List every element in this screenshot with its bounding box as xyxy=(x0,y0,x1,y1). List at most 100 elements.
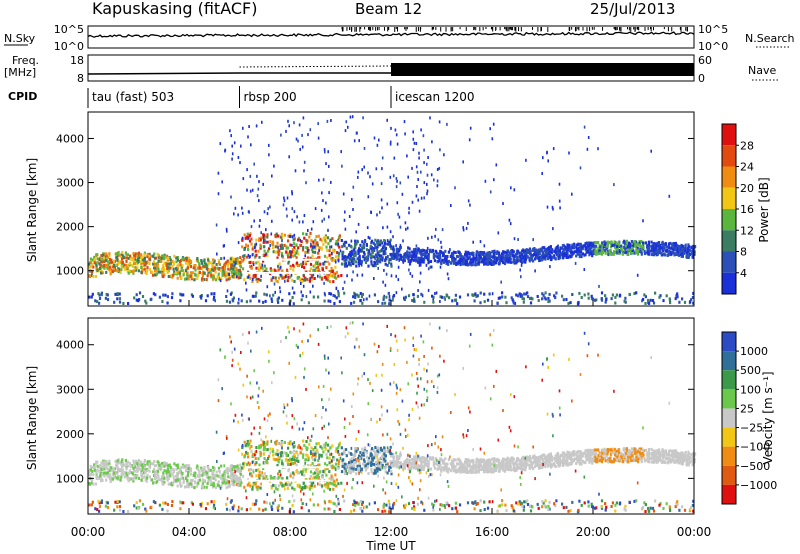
echo-cell xyxy=(220,277,223,281)
echo-cell xyxy=(416,259,419,263)
echo-cell xyxy=(636,450,639,454)
echo-cell xyxy=(286,196,289,200)
echo-cell xyxy=(295,261,299,265)
echo-cell xyxy=(459,257,463,261)
echo-cell xyxy=(297,252,300,256)
echo-cell xyxy=(655,246,658,250)
echo-cell xyxy=(326,119,329,123)
echo-cell xyxy=(562,463,565,467)
echo-cell xyxy=(322,178,325,182)
echo-cell xyxy=(233,269,236,273)
echo-cell xyxy=(412,299,416,303)
echo-cell xyxy=(292,268,295,272)
echo-cell xyxy=(412,248,416,252)
echo-cell xyxy=(207,480,210,484)
echo-cell xyxy=(525,253,528,257)
echo-cell xyxy=(354,453,357,457)
echo-cell xyxy=(272,453,275,457)
echo-cell xyxy=(625,447,628,451)
echo-cell xyxy=(243,455,246,459)
echo-cell xyxy=(466,257,469,261)
echo-cell xyxy=(357,456,360,460)
echo-cell xyxy=(419,271,422,275)
echo-cell xyxy=(291,235,294,239)
echo-cell xyxy=(245,288,248,292)
echo-cell xyxy=(132,259,135,263)
echo-cell xyxy=(328,470,331,474)
echo-cell xyxy=(335,296,338,300)
echo-cell xyxy=(165,262,168,266)
echo-cell xyxy=(458,295,462,299)
echo-cell xyxy=(459,253,462,257)
echo-cell xyxy=(194,272,197,276)
echo-cell xyxy=(659,294,662,298)
echo-cell xyxy=(109,269,112,273)
echo-cell xyxy=(137,299,140,303)
echo-cell xyxy=(416,185,418,188)
colorbar-tick-label: 4 xyxy=(740,267,747,280)
echo-cell xyxy=(341,164,343,168)
echo-cell xyxy=(135,476,138,480)
echo-cell xyxy=(512,457,515,461)
y-tick-label: 3000 xyxy=(56,177,84,190)
echo-cell xyxy=(226,289,229,293)
echo-cell xyxy=(132,459,135,463)
echo-cell xyxy=(371,264,374,268)
echo-cell xyxy=(454,465,457,469)
echo-cell xyxy=(315,235,318,239)
echo-cell xyxy=(329,270,332,274)
echo-cell xyxy=(573,245,576,249)
echo-cell xyxy=(203,271,206,275)
echo-cell xyxy=(275,232,278,236)
echo-cell xyxy=(426,162,428,166)
echo-cell xyxy=(602,250,605,254)
echo-cell xyxy=(334,242,337,246)
echo-cell xyxy=(186,271,189,275)
echo-cell xyxy=(553,250,556,253)
echo-cell xyxy=(265,228,267,232)
echo-cell xyxy=(281,233,284,237)
echo-cell xyxy=(690,246,693,249)
echo-cell xyxy=(258,263,261,266)
echo-cell xyxy=(523,258,526,262)
echo-cell xyxy=(414,248,417,252)
echo-cell xyxy=(403,259,406,263)
echo-cell xyxy=(297,453,300,457)
echo-cell xyxy=(267,207,269,211)
echo-cell xyxy=(350,252,353,256)
echo-cell xyxy=(100,254,103,257)
echo-cell xyxy=(329,292,333,296)
echo-cell xyxy=(94,482,98,486)
echo-cell xyxy=(545,254,548,258)
echo-cell xyxy=(455,261,458,265)
echo-cell xyxy=(502,260,505,264)
echo-cell xyxy=(117,267,121,271)
echo-cell xyxy=(317,268,321,272)
echo-cell xyxy=(207,270,210,274)
echo-cell xyxy=(302,284,305,288)
echo-cell xyxy=(249,468,252,472)
echo-cell xyxy=(668,297,671,301)
echo-cell xyxy=(238,481,242,485)
echo-cell xyxy=(631,452,634,456)
echo-cell xyxy=(510,296,513,300)
echo-cell xyxy=(252,275,255,279)
echo-cell xyxy=(303,160,306,164)
echo-cell xyxy=(100,260,103,263)
echo-cell xyxy=(234,265,237,269)
echo-cell xyxy=(228,300,232,304)
echo-cell xyxy=(429,260,433,263)
echo-cell xyxy=(122,302,125,305)
echo-cell xyxy=(309,256,312,260)
colorbar-tick-label: 12 xyxy=(740,224,754,237)
echo-cell xyxy=(429,467,433,471)
echo-cell xyxy=(379,210,381,214)
echo-cell xyxy=(644,302,647,305)
echo-cell xyxy=(370,210,372,214)
echo-cell xyxy=(546,257,550,261)
echo-cell xyxy=(224,271,227,275)
echo-cell xyxy=(107,263,110,267)
echo-cell xyxy=(343,291,346,295)
echo-cell xyxy=(116,255,119,259)
